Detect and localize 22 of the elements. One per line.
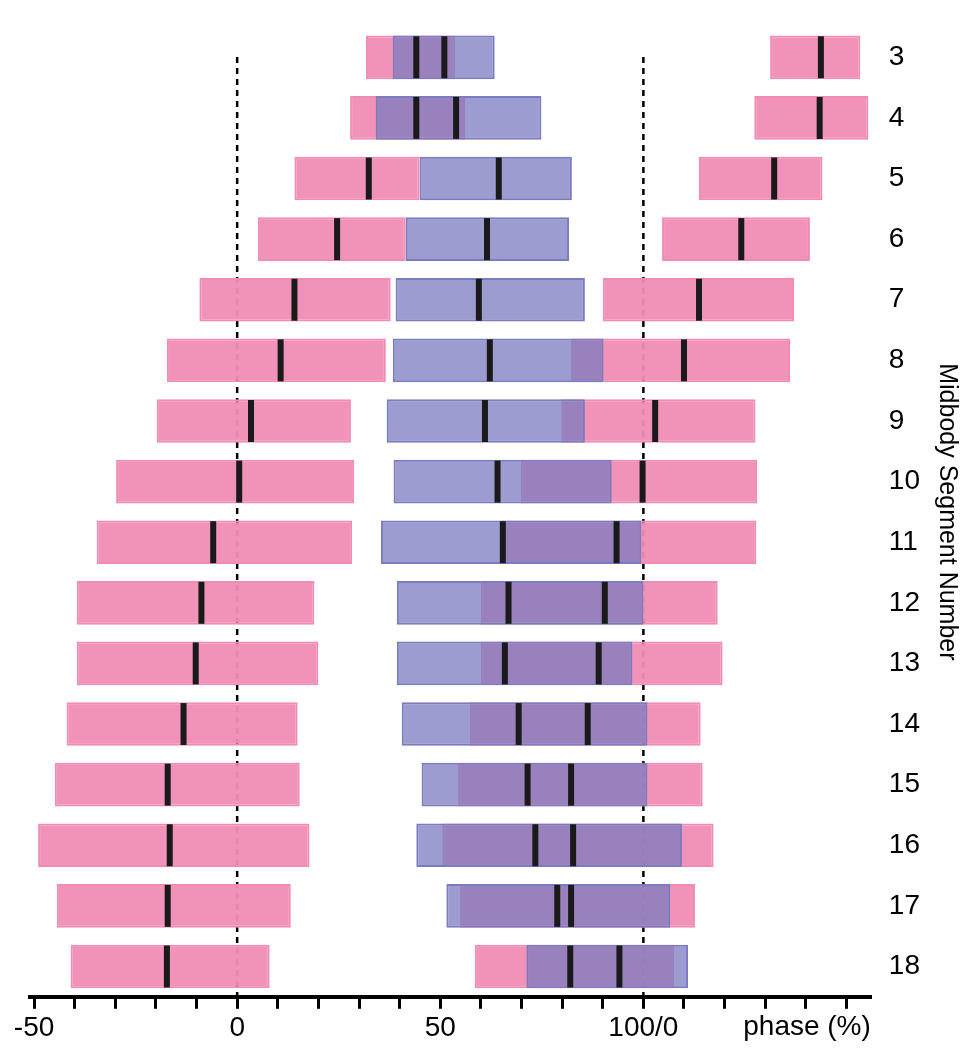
y-tick-label: 16 — [888, 827, 921, 859]
y-tick-label: 15 — [888, 767, 921, 799]
y-tick-label: 11 — [888, 524, 918, 556]
y-tick-label: 6 — [888, 221, 905, 253]
y-tick-label: 12 — [888, 585, 921, 617]
y-tick-label: 17 — [888, 888, 921, 920]
y-tick-label: 10 — [888, 464, 921, 496]
x-tick-label: -50 — [13, 1011, 55, 1043]
y-tick-label: 3 — [888, 40, 905, 72]
y-tick-label: 18 — [888, 949, 921, 981]
y-tick-label: 5 — [888, 161, 905, 193]
y-tick-label: 14 — [888, 706, 921, 738]
y-tick-label: 13 — [888, 646, 921, 678]
y-axis-title: Midbody Segment Number — [935, 363, 964, 661]
y-tick-label: 4 — [888, 100, 905, 132]
y-tick-label: 8 — [888, 343, 905, 375]
x-tick-label: 0 — [229, 1011, 245, 1043]
y-tick-label: 9 — [888, 403, 905, 435]
x-tick-label: 100/0 — [608, 1011, 679, 1043]
y-tick-label: 7 — [888, 282, 905, 314]
x-axis-title: phase (%) — [743, 1009, 871, 1041]
x-tick-label: 50 — [424, 1011, 456, 1043]
